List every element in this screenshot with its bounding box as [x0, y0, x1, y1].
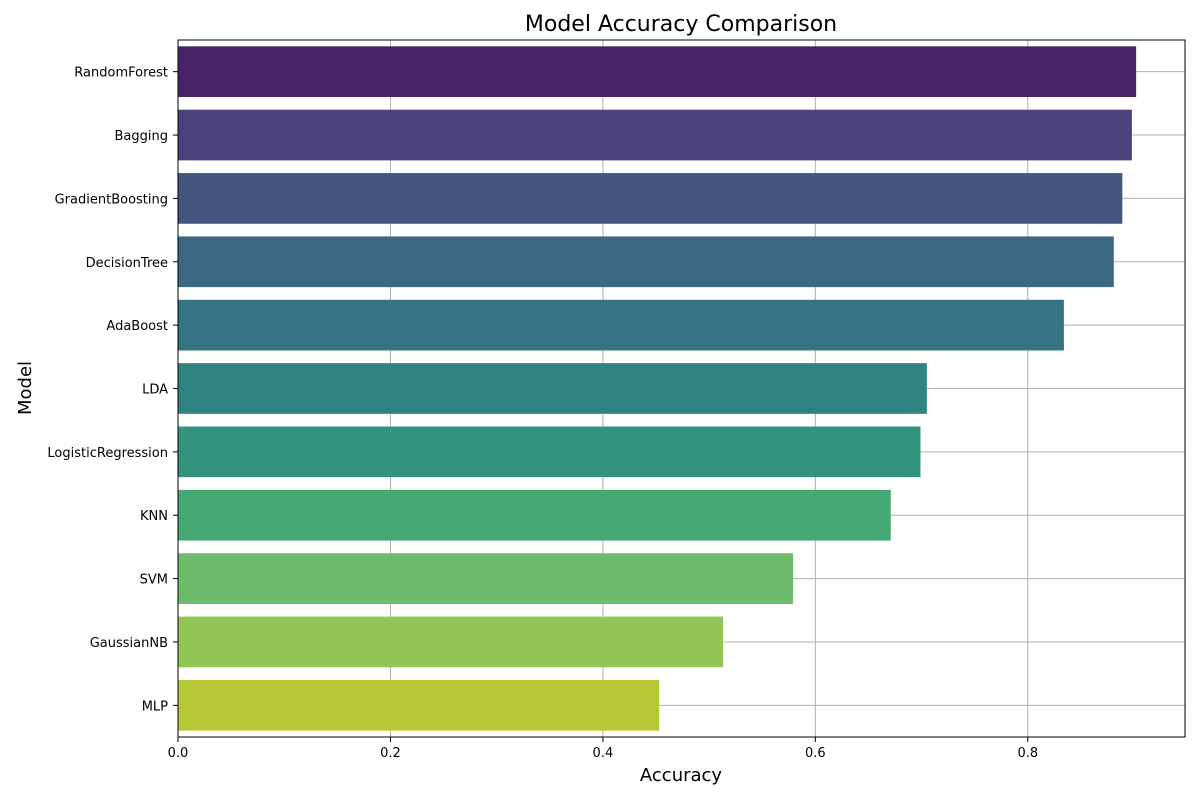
bar-mlp: [178, 679, 660, 731]
plot-frame: [177, 39, 1186, 738]
bar-gradientboosting: [178, 173, 1123, 224]
bar-knn: [178, 489, 891, 541]
x-tick-label: 0.8: [1017, 746, 1038, 761]
bar-bagging: [178, 109, 1132, 161]
axes: [173, 39, 1186, 742]
y-tick-label: GaussianNB: [90, 636, 168, 651]
x-tick-labels: 0.0 0.2 0.4 0.6 0.8: [168, 746, 1038, 761]
bar-randomforest: [178, 46, 1137, 98]
y-tick-label: LDA: [142, 383, 168, 398]
chart-title: Model Accuracy Comparison: [525, 12, 837, 37]
x-tick-label: 0.4: [593, 746, 614, 761]
y-tick-label: LogisticRegression: [47, 446, 168, 461]
y-tick-label: SVM: [140, 573, 168, 588]
bar-adaboost: [178, 299, 1064, 351]
bar-gaussiannb: [178, 616, 723, 668]
y-tick-label: RandomForest: [74, 66, 168, 81]
y-tick-label: KNN: [140, 509, 168, 524]
bar-lda: [178, 363, 927, 414]
x-axis-title: Accuracy: [640, 765, 723, 786]
y-tick-labels: RandomForest Bagging GradientBoosting Decis…: [47, 66, 168, 715]
y-tick-label: MLP: [142, 699, 168, 714]
y-tick-label: Bagging: [115, 129, 169, 144]
x-tick-label: 0.0: [168, 746, 189, 761]
y-tick-label: DecisionTree: [86, 256, 168, 271]
x-tick-label: 0.2: [380, 746, 401, 761]
bar-svm: [178, 553, 794, 604]
bars: [178, 46, 1137, 731]
y-tick-label: AdaBoost: [106, 319, 168, 334]
x-tick-label: 0.6: [805, 746, 826, 761]
bar-decisiontree: [178, 236, 1114, 288]
y-axis-title: Model: [15, 361, 36, 415]
y-tick-label: GradientBoosting: [55, 192, 168, 207]
bar-logisticregression: [178, 426, 921, 478]
